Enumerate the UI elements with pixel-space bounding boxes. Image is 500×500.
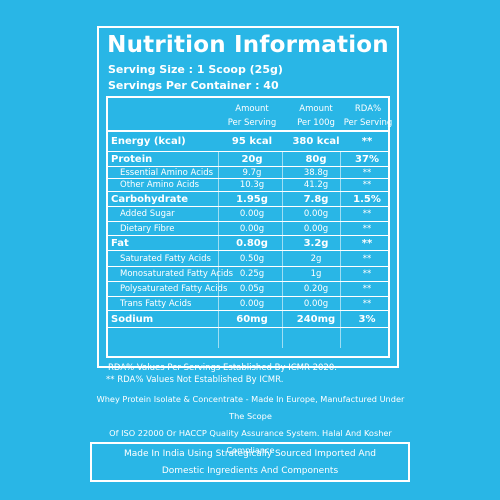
row-rda: 3% bbox=[358, 313, 376, 325]
row-rda: ** bbox=[362, 253, 372, 264]
row-amount-per-serving: 9.7g bbox=[242, 167, 262, 178]
row-amount-per-serving: 0.00g bbox=[239, 298, 265, 309]
row-rda: ** bbox=[361, 237, 373, 249]
table-header: Amount Per Serving Amount Per 100g RDA% … bbox=[108, 98, 392, 132]
serving-size: Serving Size : 1 Scoop (25g) bbox=[108, 63, 283, 76]
table-row: Other Amino Acids 10.3g 41.2g ** bbox=[108, 179, 388, 192]
row-label: Essential Amino Acids bbox=[120, 167, 214, 178]
column-divider bbox=[282, 152, 283, 348]
row-amount-per-serving: 20g bbox=[241, 153, 263, 165]
row-label: Polysaturated Fatty Acids bbox=[120, 284, 228, 294]
header-col2-line2: Per 100g bbox=[297, 118, 335, 128]
header-amount-per-100g: Amount Per 100g bbox=[286, 102, 346, 130]
row-rda: 1.5% bbox=[353, 193, 381, 205]
row-amount-per-serving: 1.95g bbox=[236, 193, 268, 205]
row-amount-per-serving: 0.50g bbox=[239, 253, 265, 264]
row-label: Protein bbox=[111, 153, 153, 165]
row-amount-per-serving: 0.00g bbox=[239, 209, 265, 219]
row-amount-per-100g: 0.00g bbox=[303, 298, 329, 309]
table-row: Saturated Fatty Acids 0.50g 2g ** bbox=[108, 251, 388, 267]
row-amount-per-100g: 38.8g bbox=[303, 167, 329, 178]
manufacturing-line-2: Of ISO 22000 Or HACCP Quality Assurance … bbox=[109, 428, 392, 455]
row-label: Sodium bbox=[111, 313, 154, 325]
header-col3-line1: RDA% bbox=[354, 104, 382, 114]
table-row: Polysaturated Fatty Acids 0.05g 0.20g ** bbox=[108, 282, 388, 297]
row-label: Energy (kcal) bbox=[111, 136, 186, 147]
header-col3-line2: Per Serving bbox=[343, 118, 393, 128]
row-label: Fat bbox=[111, 237, 129, 249]
header-rda: RDA% Per Serving bbox=[338, 102, 398, 130]
row-amount-per-100g: 0.20g bbox=[303, 284, 329, 294]
row-amount-per-100g: 380 kcal bbox=[292, 136, 340, 147]
row-amount-per-100g: 240mg bbox=[296, 313, 336, 325]
table-row: Protein 20g 80g 37% bbox=[108, 152, 388, 167]
row-amount-per-serving: 95 kcal bbox=[231, 136, 273, 147]
nutrition-table: Amount Per Serving Amount Per 100g RDA% … bbox=[106, 96, 392, 358]
row-rda: ** bbox=[362, 209, 372, 219]
row-label: Added Sugar bbox=[120, 209, 175, 219]
nutrition-panel: Nutrition Information Serving Size : 1 S… bbox=[97, 26, 399, 373]
row-label: Dietary Fibre bbox=[120, 223, 175, 234]
serving-info: Serving Size : 1 Scoop (25g) Servings Pe… bbox=[108, 62, 283, 94]
row-label: Trans Fatty Acids bbox=[120, 298, 192, 309]
made-line-1: Made In India Using Strategically Source… bbox=[123, 449, 377, 459]
header-col1-line1: Amount bbox=[235, 104, 269, 114]
row-label: Carbohydrate bbox=[111, 193, 189, 205]
manufacturing-statement: Whey Protein Isolate & Concentrate - Mad… bbox=[88, 391, 413, 459]
row-rda: ** bbox=[362, 269, 372, 279]
row-amount-per-100g: 41.2g bbox=[303, 180, 329, 190]
row-amount-per-100g: 0.00g bbox=[303, 209, 329, 219]
row-rda: ** bbox=[362, 223, 372, 234]
row-amount-per-100g: 80g bbox=[305, 153, 327, 165]
row-label: Other Amino Acids bbox=[120, 180, 200, 190]
note-rda-established: RDA% Values Per Servings Established By … bbox=[108, 363, 337, 373]
table-row: Carbohydrate 1.95g 7.8g 1.5% bbox=[108, 192, 388, 207]
table-row: Energy (kcal) 95 kcal 380 kcal ** bbox=[108, 132, 388, 152]
row-amount-per-100g: 3.2g bbox=[303, 237, 329, 249]
nutrition-title: Nutrition Information bbox=[107, 32, 389, 58]
table-row: Monosaturated Fatty Acids 0.25g 1g ** bbox=[108, 267, 388, 282]
row-amount-per-serving: 0.00g bbox=[239, 223, 265, 234]
table-row: Sodium 60mg 240mg 3% bbox=[108, 311, 388, 328]
row-rda: ** bbox=[362, 167, 372, 178]
row-rda: ** bbox=[362, 180, 372, 190]
row-label: Saturated Fatty Acids bbox=[120, 253, 211, 264]
row-amount-per-100g: 0.00g bbox=[303, 223, 329, 234]
manufacturing-line-1: Whey Protein Isolate & Concentrate - Mad… bbox=[96, 394, 405, 421]
row-rda: ** bbox=[361, 136, 373, 147]
row-amount-per-serving: 10.3g bbox=[239, 180, 265, 190]
table-row: Trans Fatty Acids 0.00g 0.00g ** bbox=[108, 297, 388, 311]
column-divider bbox=[340, 152, 341, 348]
header-amount-per-serving: Amount Per Serving bbox=[222, 102, 282, 130]
row-amount-per-serving: 0.80g bbox=[236, 237, 268, 249]
row-amount-per-serving: 60mg bbox=[236, 313, 268, 325]
servings-per-container: Servings Per Container : 40 bbox=[108, 79, 279, 92]
row-amount-per-serving: 0.05g bbox=[239, 284, 265, 294]
table-row: Dietary Fibre 0.00g 0.00g ** bbox=[108, 222, 388, 236]
table-row: Fat 0.80g 3.2g ** bbox=[108, 236, 388, 251]
table-row: Added Sugar 0.00g 0.00g ** bbox=[108, 207, 388, 222]
header-col1-line2: Per Serving bbox=[227, 118, 277, 128]
made-line-2: Domestic Ingredients And Components bbox=[161, 466, 339, 476]
row-rda: ** bbox=[362, 284, 372, 294]
column-divider bbox=[218, 152, 219, 348]
made-in-india-box: Made In India Using Strategically Source… bbox=[90, 442, 410, 482]
row-rda: ** bbox=[362, 298, 372, 309]
row-amount-per-serving: 0.25g bbox=[239, 269, 265, 279]
row-amount-per-100g: 1g bbox=[310, 269, 322, 279]
note-rda-not-established: ** RDA% Values Not Established By ICMR. bbox=[106, 375, 284, 385]
row-amount-per-100g: 2g bbox=[310, 253, 322, 264]
row-amount-per-100g: 7.8g bbox=[303, 193, 329, 205]
header-col2-line1: Amount bbox=[299, 104, 333, 114]
row-rda: 37% bbox=[355, 153, 379, 165]
row-label: Monosaturated Fatty Acids bbox=[120, 269, 234, 279]
table-row: Essential Amino Acids 9.7g 38.8g ** bbox=[108, 167, 388, 179]
